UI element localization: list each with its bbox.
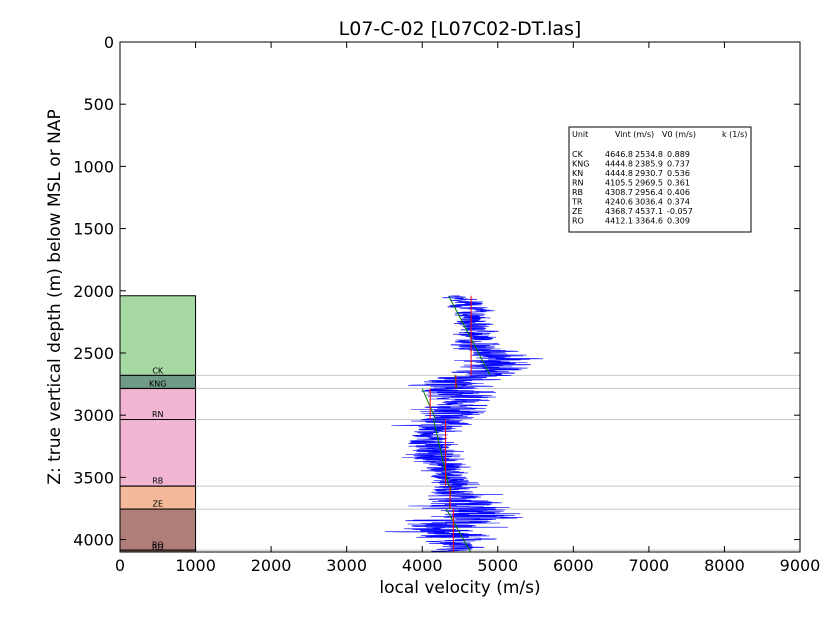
velocity-table: Unit Vint (m/s) V0 (m/s) k (1/s) CK 4646.8 253… bbox=[568, 126, 752, 233]
table-cell-ck-2: 2534.8 bbox=[635, 150, 663, 159]
strat-label-ro: RO bbox=[152, 541, 164, 550]
table-cell-kng-1: 4444.8 bbox=[605, 160, 633, 169]
x-tick-label-6000: 6000 bbox=[553, 556, 594, 575]
y-tick-label-2500: 2500 bbox=[73, 344, 114, 363]
x-tick-label-3000: 3000 bbox=[326, 556, 367, 575]
table-cell-rn-3: 0.361 bbox=[667, 179, 690, 188]
strat-unit-ck bbox=[119, 295, 197, 376]
table-header-0: Unit bbox=[572, 130, 588, 139]
strat-label-rd: RD bbox=[152, 543, 164, 552]
table-cell-ro-2: 3364.6 bbox=[635, 217, 663, 226]
table-cell-tr-2: 3036.4 bbox=[635, 198, 663, 207]
fit-line-segment-0 bbox=[448, 295, 491, 376]
x-tick-label-4000: 4000 bbox=[402, 556, 443, 575]
table-cell-kn-2: 2930.7 bbox=[635, 169, 663, 178]
table-cell-kng-0: KNG bbox=[572, 160, 589, 169]
table-cell-kn-0: KN bbox=[572, 169, 583, 178]
y-tick-label-500: 500 bbox=[83, 95, 114, 114]
table-cell-ze-3: -0.057 bbox=[667, 207, 693, 216]
y-tick-label-4000: 4000 bbox=[73, 531, 114, 550]
table-cell-rb-0: RB bbox=[572, 188, 583, 197]
strat-label-kng: KNG bbox=[149, 380, 166, 389]
x-tick-label-5000: 5000 bbox=[477, 556, 518, 575]
fit-line-segment-5 bbox=[445, 508, 472, 553]
table-cell-kn-1: 4444.8 bbox=[605, 169, 633, 178]
fit-line-segment-2 bbox=[421, 388, 437, 420]
strat-label-rb: RB bbox=[152, 477, 163, 486]
x-tick-label-7000: 7000 bbox=[629, 556, 670, 575]
y-tick-label-2000: 2000 bbox=[73, 282, 114, 301]
x-axis-ticks: 0 1000 2000 3000 4000 5000 6000 7000 8000 9000 bbox=[115, 42, 820, 575]
table-header-3: k (1/s) bbox=[722, 130, 747, 139]
x-tick-label-0: 0 bbox=[115, 556, 125, 575]
plot-frame bbox=[119, 41, 801, 553]
velocity-log-series bbox=[385, 295, 543, 553]
table-cell-ro-3: 0.309 bbox=[667, 217, 690, 226]
y-tick-label-1500: 1500 bbox=[73, 220, 114, 239]
strat-unit-rn bbox=[119, 388, 197, 421]
chart-title: L07-C-02 [L07C02-DT.las] bbox=[339, 18, 582, 40]
table-cell-rn-1: 4105.5 bbox=[605, 179, 633, 188]
table-cell-kng-3: 0.737 bbox=[667, 160, 690, 169]
table-cell-tr-3: 0.374 bbox=[667, 198, 690, 207]
table-header-1: Vint (m/s) bbox=[615, 130, 654, 139]
table-cell-rb-3: 0.406 bbox=[667, 188, 690, 197]
table-header-2: V0 (m/s) bbox=[662, 130, 696, 139]
table-cell-kng-2: 2385.9 bbox=[635, 160, 663, 169]
y-axis-ticks: 0 500 1000 1500 2000 2500 3000 3500 4000 bbox=[73, 33, 800, 550]
table-cell-rb-2: 2956.4 bbox=[635, 188, 663, 197]
y-tick-label-0: 0 bbox=[104, 33, 114, 52]
strat-label-ze: ZE bbox=[153, 500, 164, 509]
table-cell-ze-2: 4537.1 bbox=[635, 207, 663, 216]
x-tick-label-9000: 9000 bbox=[780, 556, 821, 575]
y-tick-label-3500: 3500 bbox=[73, 468, 114, 487]
strat-label-rn: RN bbox=[152, 410, 164, 419]
fit-line-segment-3 bbox=[433, 419, 450, 487]
table-cell-rn-2: 2969.5 bbox=[635, 179, 663, 188]
table-cell-ze-0: ZE bbox=[572, 207, 583, 216]
table-cell-ze-1: 4368.7 bbox=[605, 207, 633, 216]
x-tick-label-8000: 8000 bbox=[704, 556, 745, 575]
x-tick-label-1000: 1000 bbox=[175, 556, 216, 575]
velocity-table-box bbox=[568, 126, 752, 233]
table-cell-ro-0: RO bbox=[572, 217, 584, 226]
table-cell-rn-0: RN bbox=[572, 179, 584, 188]
strat-label-ck: CK bbox=[152, 367, 164, 376]
strat-unit-ro bbox=[119, 508, 197, 551]
y-tick-label-1000: 1000 bbox=[73, 157, 114, 176]
table-cell-ck-3: 0.889 bbox=[667, 150, 690, 159]
table-cell-tr-1: 4240.6 bbox=[605, 198, 633, 207]
strat-unit-rb bbox=[119, 419, 197, 487]
y-tick-label-3000: 3000 bbox=[73, 406, 114, 425]
y-axis-title: Z: true vertical depth (m) below MSL or … bbox=[45, 109, 65, 484]
table-cell-kn-3: 0.536 bbox=[667, 169, 690, 178]
table-cell-ck-1: 4646.8 bbox=[605, 150, 633, 159]
table-cell-tr-0: TR bbox=[571, 198, 583, 207]
table-cell-ck-0: CK bbox=[572, 150, 584, 159]
x-axis-title: local velocity (m/s) bbox=[379, 578, 540, 598]
table-cell-ro-1: 4412.1 bbox=[605, 217, 633, 226]
x-tick-label-2000: 2000 bbox=[251, 556, 292, 575]
table-cell-rb-1: 4308.7 bbox=[605, 188, 633, 197]
